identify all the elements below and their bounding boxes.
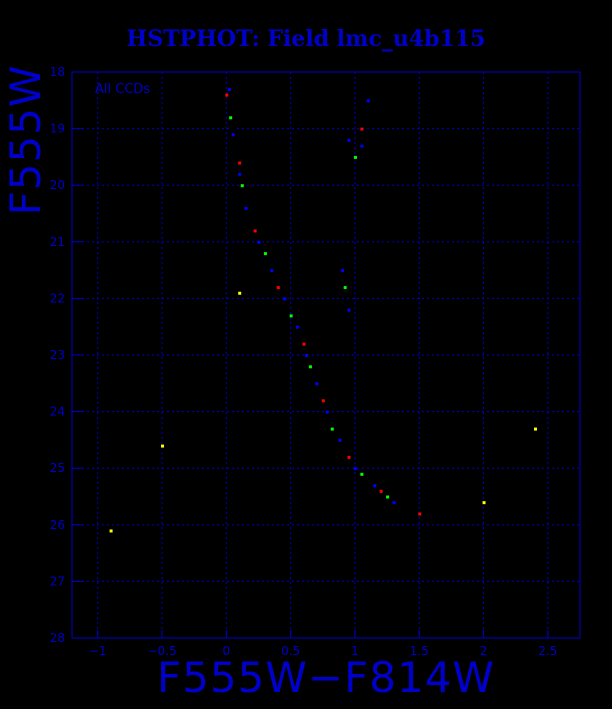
data-point <box>482 501 486 505</box>
x-tick-label: 1.5 <box>410 644 429 658</box>
data-point <box>418 512 422 516</box>
data-point <box>386 495 390 499</box>
data-point <box>343 286 347 290</box>
data-point <box>289 314 293 318</box>
data-point <box>321 399 325 403</box>
data-point <box>353 467 357 471</box>
y-tick-label: 26 <box>50 518 65 532</box>
data-point <box>392 518 396 522</box>
x-axis-label: F555W−F814W <box>157 653 495 702</box>
y-tick-label: 20 <box>50 178 65 192</box>
data-point <box>279 291 283 295</box>
data-point <box>238 172 242 176</box>
data-point <box>231 127 235 131</box>
data-point <box>341 269 345 273</box>
data-point <box>240 184 244 188</box>
y-tick-label: 18 <box>50 65 65 79</box>
data-point <box>533 427 537 431</box>
y-tick-label: 28 <box>50 631 65 645</box>
data-point <box>302 359 306 363</box>
data-point <box>109 529 113 533</box>
data-point <box>257 240 261 244</box>
data-point <box>229 116 233 120</box>
data-point <box>238 291 242 295</box>
data-point <box>296 325 300 329</box>
x-tick-labels: −1 −0.5 0 0.5 1 1.5 2 2.5 <box>89 644 558 658</box>
y-tick-label: 24 <box>50 405 65 419</box>
y-axis-label: F555W <box>1 65 50 216</box>
annotation-label: All CCDs <box>95 82 150 97</box>
data-point <box>360 127 364 131</box>
data-point <box>231 133 235 137</box>
data-point <box>353 155 357 159</box>
data-point <box>251 218 255 222</box>
data-point <box>161 444 165 448</box>
chart-title: HSTPHOT: Field lmc_u4b115 <box>127 26 486 52</box>
x-tick-label: 1 <box>351 644 359 658</box>
data-point <box>225 93 229 97</box>
data-point <box>325 410 329 414</box>
data-point <box>330 427 334 431</box>
data-point <box>347 325 351 329</box>
data-point <box>347 138 351 142</box>
data-point <box>347 455 351 459</box>
y-tick-label: 27 <box>50 574 65 588</box>
data-point <box>253 229 257 233</box>
x-tick-label: −0.5 <box>147 644 176 658</box>
data-point <box>328 421 332 425</box>
data-point <box>338 438 342 442</box>
x-tick-label: 0.5 <box>281 644 300 658</box>
data-point <box>270 269 274 273</box>
data-point <box>308 365 312 369</box>
y-tick-labels: 18 19 20 21 22 23 24 25 26 27 28 <box>50 65 65 645</box>
x-tick-label: 0 <box>223 644 231 658</box>
data-point <box>276 286 280 290</box>
data-point <box>373 484 377 488</box>
data-point <box>360 472 364 476</box>
y-tick-label: 19 <box>50 122 65 136</box>
data-points <box>109 87 537 533</box>
data-point <box>238 161 242 165</box>
data-point <box>283 297 287 301</box>
y-tick-label: 21 <box>50 235 65 249</box>
data-point <box>347 308 351 312</box>
tick-marks <box>72 71 549 639</box>
data-point <box>315 382 319 386</box>
data-point <box>244 206 248 210</box>
data-point <box>227 87 231 91</box>
y-tick-label: 22 <box>50 291 65 305</box>
x-tick-label: 2 <box>480 644 488 658</box>
y-tick-label: 23 <box>50 348 65 362</box>
grid-lines <box>72 72 580 638</box>
data-point <box>366 99 370 103</box>
y-tick-label: 25 <box>50 461 65 475</box>
data-point <box>302 342 306 346</box>
x-tick-label: 2.5 <box>538 644 557 658</box>
data-point <box>263 252 267 256</box>
data-point <box>305 354 309 357</box>
data-point <box>360 144 364 148</box>
data-point <box>353 478 357 482</box>
x-tick-label: −1 <box>89 644 107 658</box>
data-point <box>392 501 396 505</box>
data-point <box>379 489 383 493</box>
